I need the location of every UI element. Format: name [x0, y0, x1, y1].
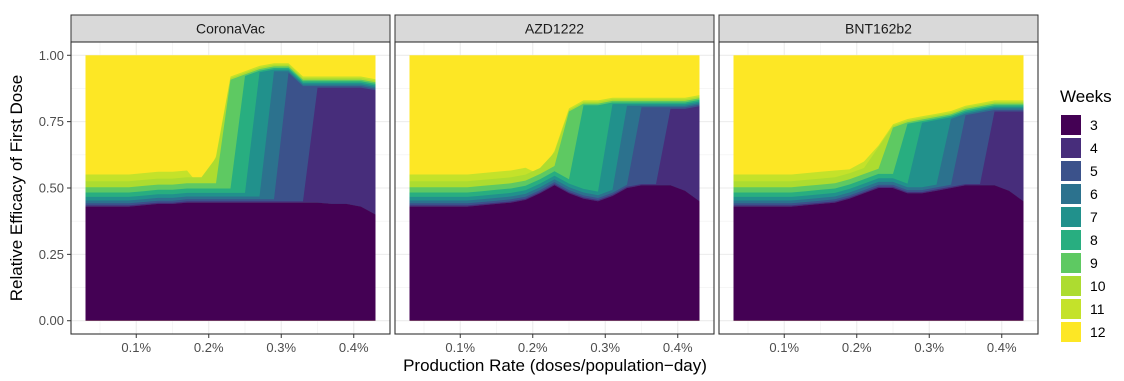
- heatmap-regions: [85, 55, 376, 321]
- legend-label: 3: [1090, 117, 1098, 133]
- x-tick-label: 0.3%: [914, 340, 944, 355]
- region-3-weeks: [733, 185, 1024, 321]
- legend-swatch: [1061, 322, 1081, 342]
- legend-swatch: [1061, 276, 1081, 296]
- y-tick-label: 0.50: [39, 181, 64, 196]
- legend-label: 10: [1090, 278, 1106, 294]
- facet-title: AZD1222: [525, 21, 584, 37]
- legend-swatch: [1061, 161, 1081, 181]
- x-axis-label: Production Rate (doses/population−day): [403, 356, 707, 375]
- x-tick-label: 0.4%: [339, 340, 369, 355]
- legend-title: Weeks: [1060, 87, 1112, 106]
- y-tick-label: 0.25: [39, 247, 64, 262]
- legend: Weeks 3 4 5 6 7 8 9 10 11 12: [1060, 87, 1112, 342]
- heatmap-regions: [409, 55, 700, 321]
- panel-border: [718, 41, 1039, 335]
- legend-swatch: [1061, 184, 1081, 204]
- legend-label: 8: [1090, 232, 1098, 248]
- legend-label: 12: [1090, 324, 1106, 340]
- legend-swatch: [1061, 115, 1081, 135]
- facet-title: CoronaVac: [196, 21, 265, 37]
- legend-label: 7: [1090, 209, 1098, 225]
- legend-swatch: [1061, 230, 1081, 250]
- region-6-weeks: [409, 103, 700, 207]
- region-3-weeks: [409, 185, 700, 321]
- facet-panel-2: AZD1222 0.1% 0.2% 0.3% 0.4%: [394, 14, 715, 355]
- legend-swatch: [1061, 138, 1081, 158]
- region-4-weeks: [733, 111, 1024, 207]
- facet-strip: [718, 14, 1039, 43]
- x-tick-label: 0.2%: [842, 340, 872, 355]
- legend-label: 9: [1090, 255, 1098, 271]
- panel-border: [394, 41, 715, 335]
- y-tick-label: 1.00: [39, 48, 64, 63]
- x-tick-label: 0.1%: [121, 340, 151, 355]
- x-tick-label: 0.3%: [590, 340, 620, 355]
- facet-panel-1: CoronaVac 0.1% 0.2% 0.3% 0.4% 0.00 0.25 0.50 0.7…: [39, 14, 391, 355]
- heatmap-regions: [733, 55, 1024, 321]
- x-tick-label: 0.2%: [518, 340, 548, 355]
- x-tick-label: 0.1%: [769, 340, 799, 355]
- legend-swatch: [1061, 253, 1081, 273]
- legend-label: 11: [1090, 301, 1105, 317]
- facet-panel-3: BNT162b2 0.1% 0.2% 0.3% 0.4%: [718, 14, 1039, 355]
- region-4-weeks: [409, 106, 700, 207]
- facet-title: BNT162b2: [845, 21, 912, 37]
- x-tick-label: 0.4%: [987, 340, 1017, 355]
- region-5-weeks: [85, 72, 376, 215]
- x-tick-label: 0.2%: [194, 340, 224, 355]
- legend-swatch: [1061, 299, 1081, 319]
- y-tick-label: 0.75: [39, 114, 64, 129]
- facet-strip: [70, 14, 391, 43]
- legend-label: 4: [1090, 140, 1098, 156]
- x-tick-label: 0.3%: [266, 340, 296, 355]
- legend-label: 5: [1090, 163, 1098, 179]
- x-tick-label: 0.1%: [445, 340, 475, 355]
- y-axis-label: Relative Efficacy of First Dose: [7, 75, 26, 301]
- region-4-weeks: [85, 87, 376, 215]
- facet-strip: [394, 14, 715, 43]
- region-3-weeks: [85, 202, 376, 321]
- legend-swatch: [1061, 207, 1081, 227]
- x-tick-label: 0.4%: [663, 340, 693, 355]
- legend-label: 6: [1090, 186, 1098, 202]
- region-6-weeks: [733, 108, 1024, 207]
- y-tick-label: 0.00: [39, 313, 64, 328]
